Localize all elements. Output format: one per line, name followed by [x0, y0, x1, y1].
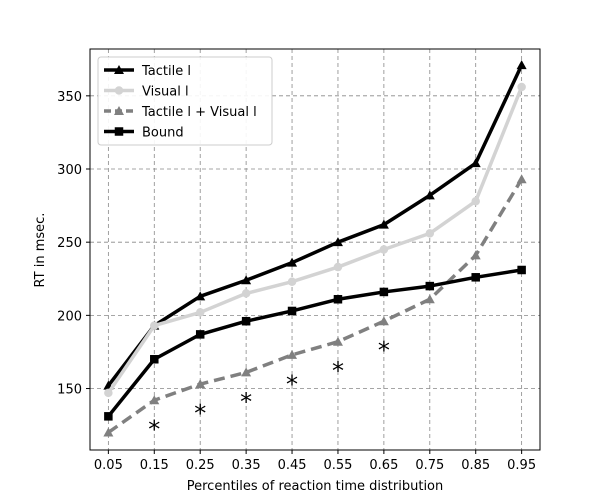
data-point: [516, 174, 527, 184]
x-tick-label: 0.35: [232, 458, 261, 473]
legend-item: Bound: [104, 126, 184, 141]
data-point: [104, 412, 113, 421]
data-point: [150, 355, 159, 364]
y-tick-label: 200: [57, 309, 82, 324]
data-point: [333, 262, 343, 272]
x-tick-label: 0.55: [323, 458, 352, 473]
y-tick-label: 250: [57, 236, 82, 251]
x-tick-label: 0.65: [369, 458, 398, 473]
legend: Tactile l Visual l Tactile l + Visual l Bou…: [97, 56, 273, 146]
data-point: [195, 379, 206, 389]
data-point: [287, 306, 297, 316]
x-tick-label: 0.75: [415, 458, 444, 473]
data-point: [379, 245, 389, 254]
legend-swatch-marker: [114, 127, 124, 136]
legend-swatch-marker: [114, 86, 124, 95]
x-tick-label: 0.45: [278, 458, 307, 473]
axis-ticks: 0.05 0.15 0.25 0.35 0.45 0.55 0.65 0.75 0.85 0.95…: [57, 90, 536, 473]
data-point: [195, 308, 205, 317]
legend-label: Visual l: [142, 85, 189, 100]
data-point: [150, 321, 159, 330]
y-tick-label: 350: [57, 90, 82, 105]
series-line: [107, 178, 524, 434]
data-point: [241, 289, 251, 298]
legend-label: Tactile l + Visual l: [141, 105, 257, 120]
data-point: [287, 257, 298, 267]
data-point: [104, 388, 113, 398]
legend-item: Tactile l + Visual l: [104, 105, 257, 120]
data-point: [287, 277, 297, 286]
data-point: [471, 196, 480, 206]
legend-label: Tactile l: [141, 64, 191, 79]
plot-frame: [89, 48, 541, 451]
legend-item: Visual l: [104, 85, 189, 100]
data-point: [425, 281, 435, 291]
data-point: [332, 237, 343, 247]
significance-asterisk: *: [378, 337, 390, 365]
legend-item: Tactile l: [104, 64, 191, 79]
data-point: [470, 250, 481, 260]
x-tick-label: 0.25: [186, 458, 215, 473]
x-tick-label: 0.15: [140, 458, 169, 473]
series-1: [104, 82, 526, 398]
data-point: [332, 336, 343, 346]
series-line: [106, 86, 524, 394]
series-line: [107, 268, 522, 418]
data-point: [149, 395, 160, 405]
data-point: [516, 60, 527, 70]
data-point: [103, 427, 114, 437]
significance-markers: * * * * * *: [148, 337, 390, 444]
legend-label: Bound: [142, 126, 184, 141]
data-point: [425, 229, 435, 238]
series-3: [104, 265, 526, 421]
data-point: [241, 316, 251, 326]
y-tick-label: 300: [57, 163, 82, 178]
data-point: [333, 295, 343, 304]
legend-swatch-marker: [114, 106, 124, 115]
legend-swatch-marker: [114, 65, 124, 74]
data-point: [471, 273, 480, 282]
data-point: [378, 219, 389, 229]
data-point: [195, 291, 206, 301]
significance-asterisk: *: [332, 357, 344, 385]
significance-asterisk: *: [148, 416, 160, 444]
y-axis-label: RT in msec.: [33, 213, 48, 288]
data-point: [241, 367, 252, 377]
x-tick-label: 0.95: [507, 458, 536, 473]
x-tick-label: 0.85: [461, 458, 490, 473]
series-layer: [103, 60, 527, 437]
y-tick-label: 150: [57, 383, 82, 398]
data-point: [517, 265, 526, 275]
series-2: [103, 174, 527, 437]
x-tick-label: 0.05: [94, 458, 123, 473]
significance-asterisk: *: [286, 370, 298, 398]
x-axis-label: Percentiles of reaction time distributio…: [187, 479, 444, 494]
significance-asterisk: *: [194, 400, 206, 428]
data-point: [241, 275, 252, 285]
significance-asterisk: *: [240, 388, 252, 416]
data-point: [517, 82, 526, 92]
data-point: [287, 349, 298, 359]
legend-box: [97, 56, 273, 146]
data-point: [195, 330, 205, 339]
data-point: [424, 190, 435, 200]
data-point: [379, 287, 389, 297]
series-line: [106, 64, 524, 387]
data-point: [378, 316, 389, 326]
data-point: [470, 158, 481, 168]
data-point: [424, 294, 435, 304]
